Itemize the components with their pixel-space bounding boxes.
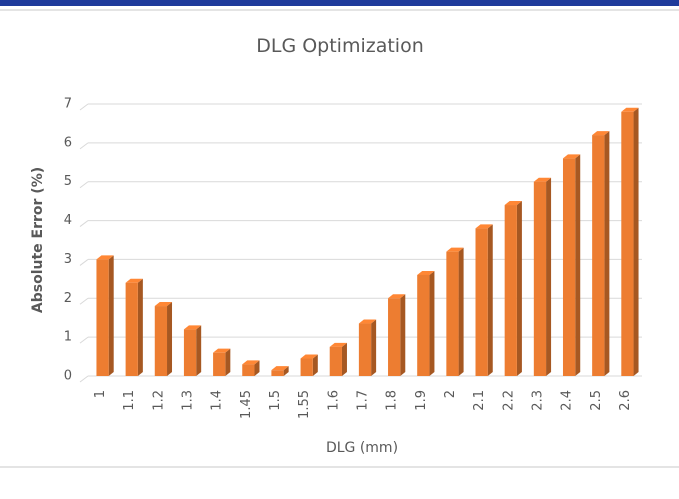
x-tick-label: 1.3	[181, 390, 196, 411]
bar-side	[546, 177, 552, 376]
x-tick-label: 2.1	[472, 390, 487, 411]
bar	[533, 181, 547, 376]
grid-line-depth	[79, 259, 89, 266]
bar-top	[183, 325, 202, 330]
bar-top	[388, 294, 406, 299]
bar-top	[125, 278, 143, 283]
bar-top	[504, 201, 522, 206]
bar-side	[371, 319, 377, 376]
bar-top	[358, 319, 377, 324]
bar-top	[475, 224, 493, 229]
y-tick-label: 3	[64, 252, 72, 267]
bar-side	[341, 342, 347, 376]
bar-top	[446, 247, 464, 252]
bar-top	[96, 255, 114, 260]
y-tick-label: 0	[64, 369, 72, 384]
x-tick-label: 1.1	[122, 390, 137, 411]
grid-line-depth	[79, 297, 89, 305]
y-tick-label: 2	[64, 291, 72, 306]
x-tick-label: 2.5	[589, 390, 604, 411]
x-tick-label: 1.4	[210, 390, 225, 411]
x-tick-label: 1.9	[414, 390, 429, 411]
bar-side	[604, 131, 610, 376]
bar-side	[516, 201, 522, 376]
bar-side	[167, 302, 173, 376]
bar	[475, 228, 488, 376]
x-axis-title: DLG (mm)	[326, 440, 398, 456]
bar	[504, 205, 517, 376]
bar	[329, 346, 342, 376]
x-tick-label: 1.8	[385, 390, 400, 411]
x-tick-label: 1.5	[268, 390, 283, 411]
x-tick-label: 1.6	[326, 390, 341, 411]
bar-side	[283, 366, 289, 376]
x-tick-label: 1.7	[356, 390, 371, 411]
bar-top	[242, 360, 260, 365]
bar-top	[154, 302, 173, 307]
bar-top	[271, 366, 289, 371]
bar-side	[225, 348, 231, 376]
bar-side	[487, 224, 493, 376]
bar-top	[562, 154, 581, 159]
x-tick-label: 1.2	[151, 390, 166, 411]
bar-side	[137, 278, 143, 376]
bar-side	[575, 154, 581, 376]
bar-top	[621, 107, 639, 112]
bar-side	[633, 107, 639, 377]
bar	[562, 158, 576, 376]
grid-line-depth	[79, 336, 89, 344]
bar	[300, 358, 313, 376]
bar-top	[533, 177, 552, 182]
bar	[183, 329, 197, 376]
bar-top	[592, 131, 610, 136]
bar-top	[329, 342, 347, 347]
bar	[242, 364, 255, 376]
x-tick-label: 2.3	[530, 390, 545, 411]
grid-line-depth	[79, 181, 89, 189]
grid-line-depth	[79, 375, 89, 383]
bar-side	[312, 354, 318, 376]
y-tick-label: 4	[64, 213, 72, 228]
bar-top	[300, 354, 318, 359]
bar-top	[213, 348, 231, 353]
grid-line-depth	[79, 142, 89, 150]
bar-side	[108, 255, 114, 376]
bar-side	[196, 325, 202, 376]
x-tick-label: 1	[93, 390, 108, 398]
bar	[621, 111, 634, 377]
y-tick-label: 5	[64, 174, 72, 189]
y-axis-title: Absolute Error (%)	[30, 167, 46, 313]
bar	[417, 274, 430, 376]
grid-line-depth	[79, 220, 89, 227]
y-tick-label: 6	[64, 135, 72, 150]
bar	[358, 323, 372, 376]
x-tick-label: 2	[443, 390, 458, 398]
bar-side	[458, 247, 464, 376]
bar-side	[254, 360, 260, 376]
bar	[388, 298, 401, 376]
y-tick-label: 7	[64, 97, 72, 112]
grid-line-depth	[79, 103, 89, 111]
bar	[213, 352, 226, 376]
bar	[592, 135, 605, 376]
top-banner	[0, 0, 679, 6]
x-tick-label: 2.6	[618, 390, 633, 411]
bar	[446, 251, 459, 376]
x-tick-label: 2.2	[501, 390, 516, 411]
bar	[271, 370, 284, 376]
bar	[154, 306, 168, 376]
chart-title: DLG Optimization	[256, 35, 424, 57]
bar-top	[417, 270, 435, 275]
y-tick-label: 1	[64, 330, 72, 345]
bar-side	[400, 294, 406, 376]
bar-side	[429, 270, 435, 376]
x-tick-label: 1.55	[297, 390, 312, 419]
bar	[96, 259, 109, 376]
x-tick-label: 1.45	[239, 390, 254, 419]
bar	[125, 282, 138, 376]
x-tick-label: 2.4	[560, 390, 575, 411]
